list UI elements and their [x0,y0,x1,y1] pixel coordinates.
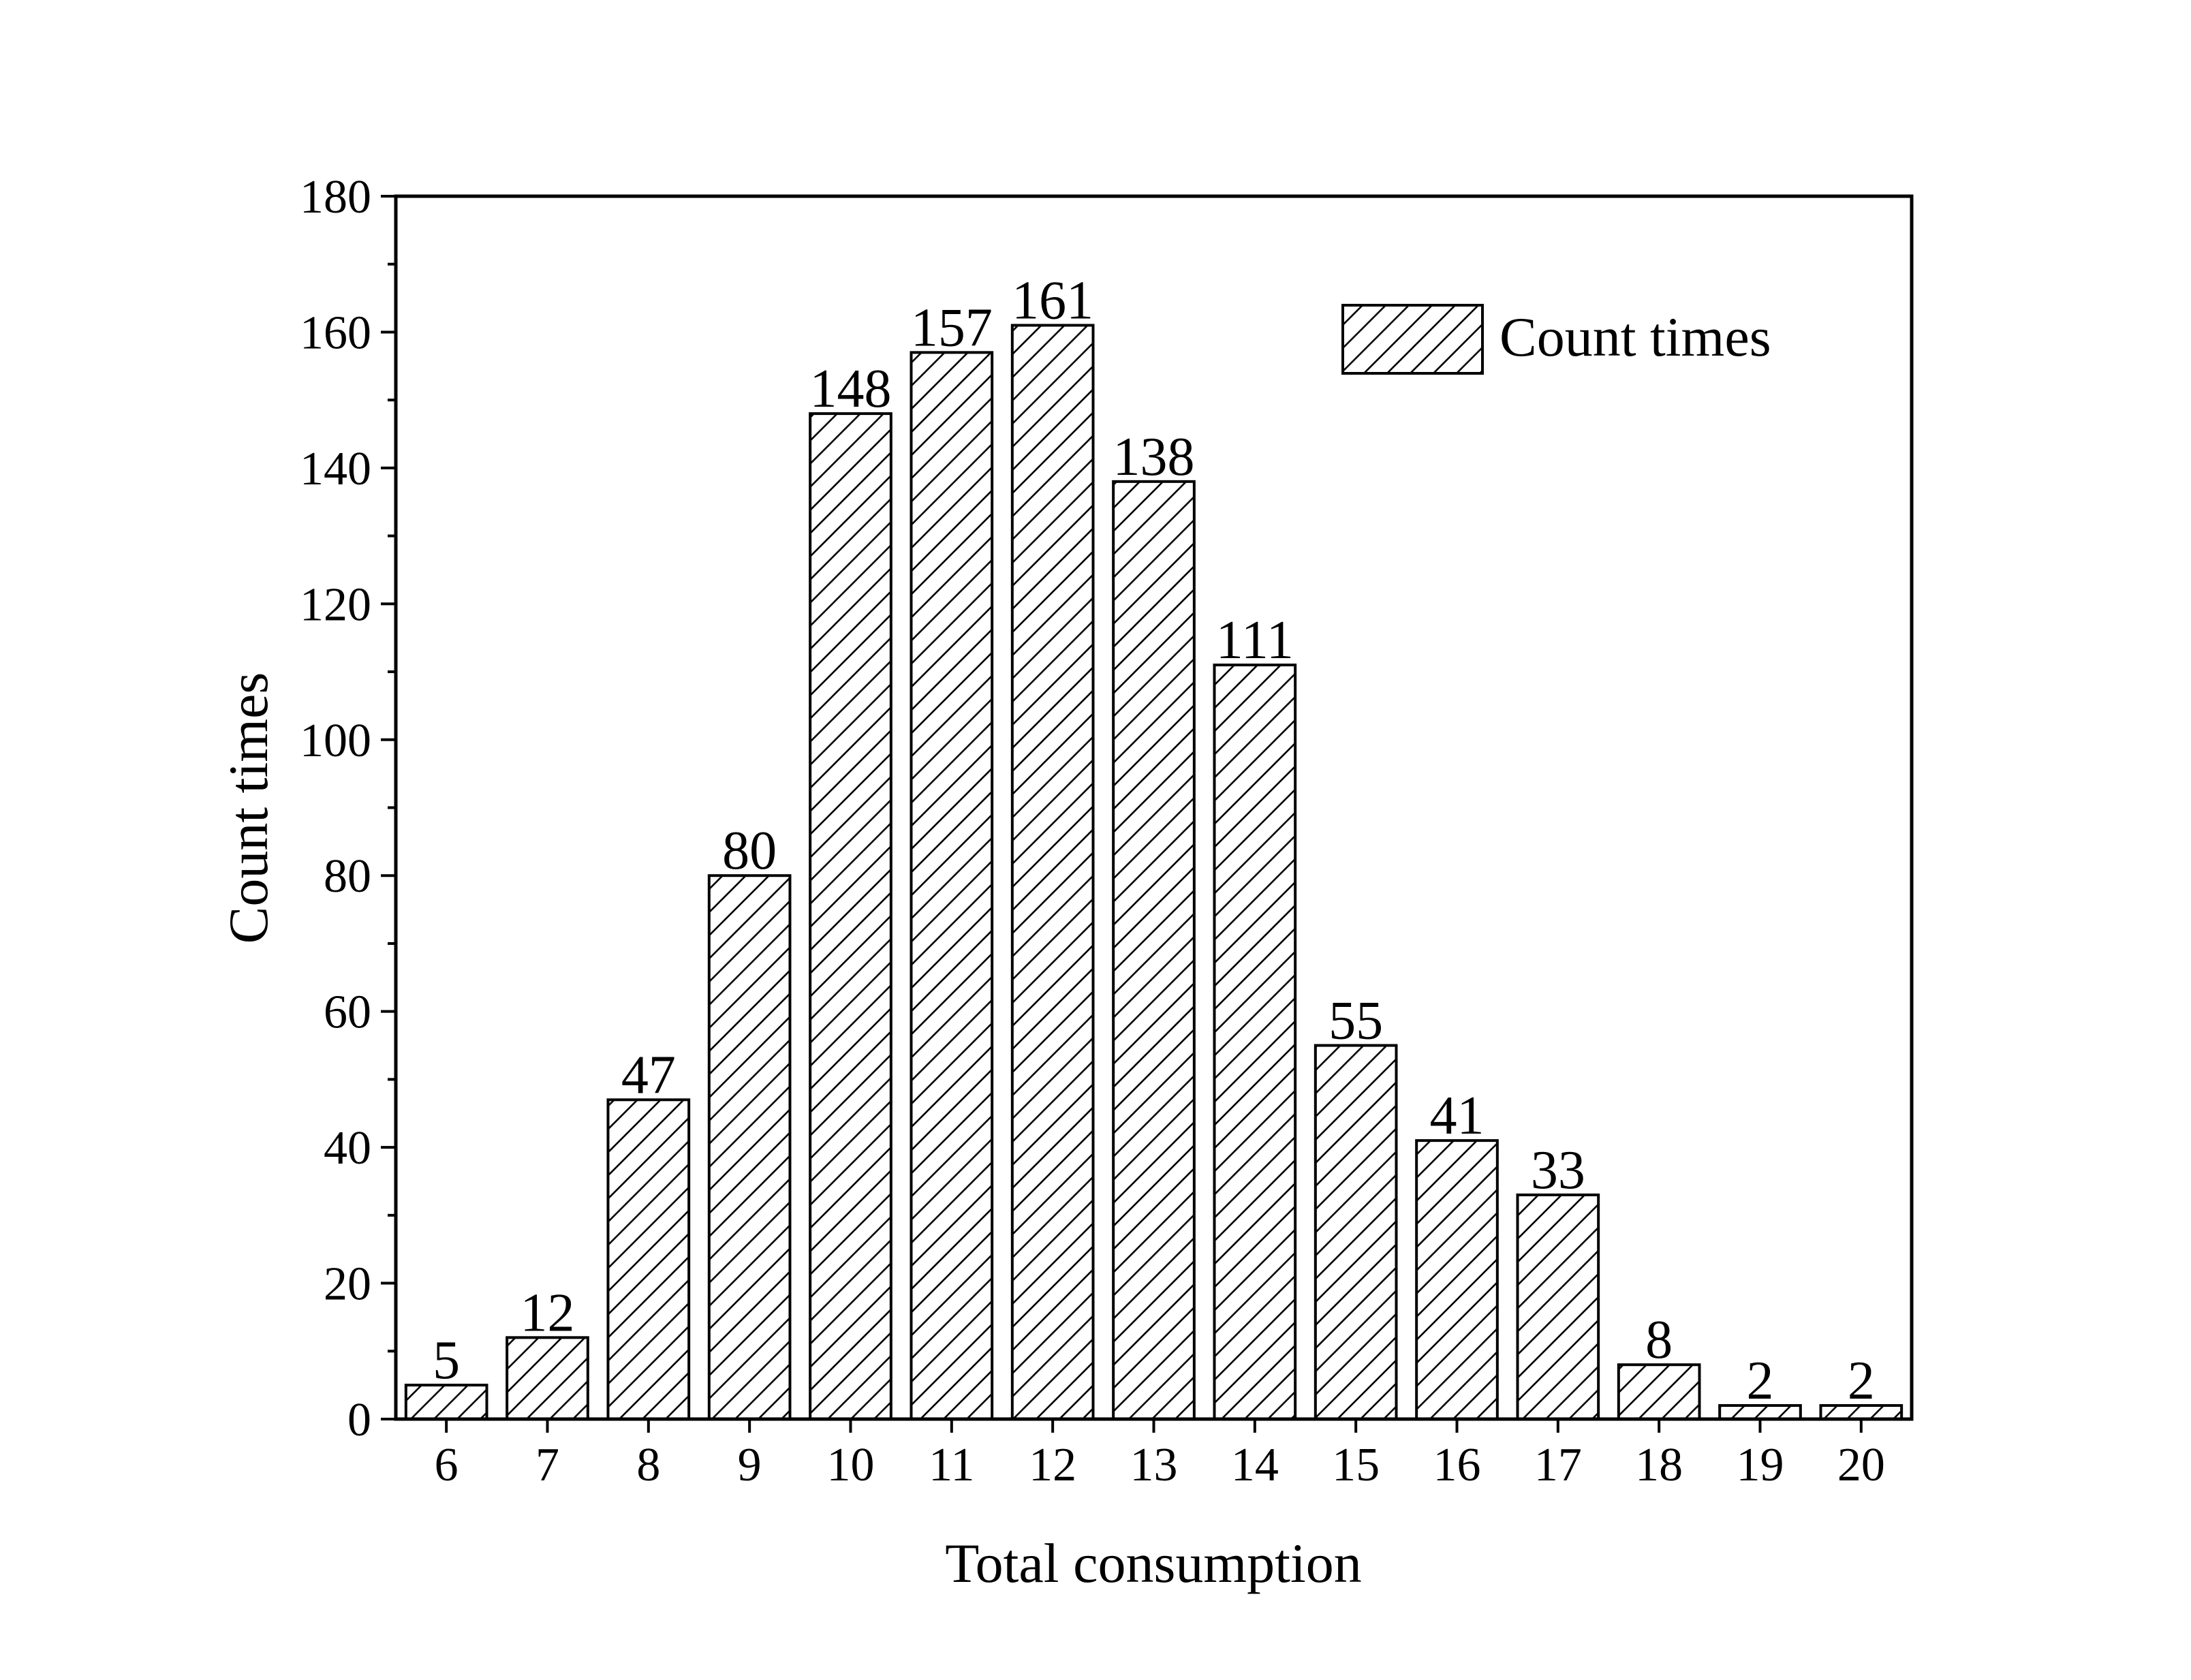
bar-7 [506,1336,589,1421]
bar-13 [1112,480,1196,1420]
bar-18 [1617,1363,1701,1420]
data-label-6: 5 [433,1331,460,1390]
x-tick-label-7: 7 [535,1439,559,1491]
x-axis: 6 7 8 9 10 11 12 13 14 15 16 17 18 19 20 [435,1419,1885,1491]
data-label-16: 41 [1430,1086,1485,1146]
x-tick-label-15: 15 [1332,1439,1380,1491]
x-tick-label-17: 17 [1534,1439,1582,1491]
data-label-10: 148 [810,359,892,419]
y-tick-label-100: 100 [300,715,371,767]
x-tick-label-9: 9 [738,1439,762,1491]
data-label-11: 157 [911,298,993,358]
y-tick-label-140: 140 [300,443,371,495]
bar-17 [1516,1193,1600,1420]
plot-frame [394,194,1914,1421]
x-tick-label-10: 10 [827,1439,875,1491]
bar-16 [1415,1139,1499,1421]
data-label-18: 8 [1645,1310,1673,1370]
data-label-7: 12 [520,1283,575,1343]
y-tick-label-80: 80 [324,850,371,903]
y-tick-label-180: 180 [300,171,371,223]
data-label-17: 33 [1531,1140,1585,1200]
x-tick-label-12: 12 [1029,1439,1076,1491]
value-labels-layer: 5 12 47 80 148 157 161 138 111 55 41 33 8 2 2 [433,270,1875,1411]
x-tick-label-16: 16 [1433,1439,1481,1491]
bars-layer [404,324,1903,1421]
x-tick-label-8: 8 [636,1439,660,1491]
data-label-13: 138 [1113,427,1195,487]
x-axis-title: Total consumption [945,1532,1361,1594]
y-tick-label-120: 120 [300,578,371,631]
y-axis: 0 20 40 60 80 100 120 140 160 180 [300,171,396,1446]
data-label-19: 2 [1747,1351,1774,1411]
x-tick-label-13: 13 [1130,1439,1178,1491]
y-tick-label-20: 20 [324,1258,371,1311]
legend-swatch [1341,304,1484,375]
data-label-20: 2 [1848,1351,1875,1411]
x-tick-label-11: 11 [929,1439,974,1491]
data-label-8: 47 [621,1045,676,1105]
data-label-14: 111 [1216,610,1294,670]
x-tick-label-6: 6 [435,1439,459,1491]
bar-11 [910,351,994,1420]
x-tick-label-19: 19 [1737,1439,1784,1491]
data-label-12: 161 [1012,270,1093,330]
y-tick-label-60: 60 [324,986,371,1039]
y-tick-label-40: 40 [324,1122,371,1175]
bar-15 [1314,1044,1398,1421]
data-label-15: 55 [1328,991,1383,1051]
y-tick-label-0: 0 [347,1394,371,1446]
x-tick-label-14: 14 [1231,1439,1279,1491]
bar-8 [606,1098,691,1420]
data-label-9: 80 [722,821,777,881]
bar-12 [1010,324,1095,1421]
legend-label: Count times [1499,306,1771,368]
legend: Count times [1341,304,1771,375]
y-axis-title: Count times [217,672,279,944]
x-tick-label-20: 20 [1837,1439,1885,1491]
bar-14 [1213,664,1297,1420]
bar-10 [809,412,892,1420]
x-tick-label-18: 18 [1635,1439,1683,1491]
y-tick-label-160: 160 [300,307,371,359]
bar-9 [707,874,792,1420]
